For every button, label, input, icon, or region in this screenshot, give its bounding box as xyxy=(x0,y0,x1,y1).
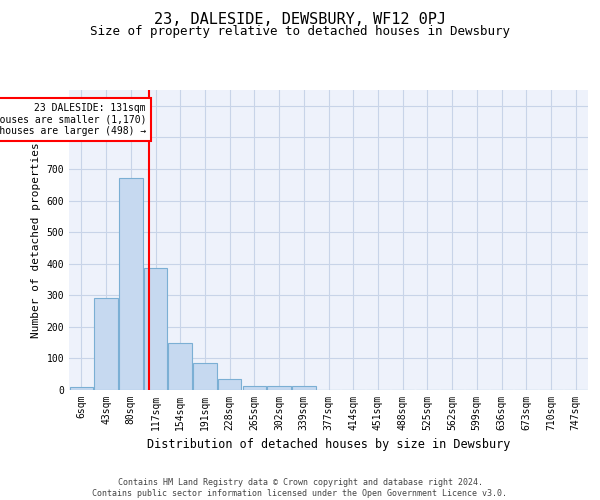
Bar xyxy=(70,388,93,390)
Bar xyxy=(94,298,118,390)
Text: Size of property relative to detached houses in Dewsbury: Size of property relative to detached ho… xyxy=(90,25,510,38)
Bar xyxy=(193,363,217,390)
Bar xyxy=(144,268,167,390)
Bar xyxy=(242,386,266,390)
Bar xyxy=(292,386,316,390)
Bar xyxy=(218,379,241,390)
Bar xyxy=(169,342,192,390)
Text: 23 DALESIDE: 131sqm
← 70% of detached houses are smaller (1,170)
30% of semi-det: 23 DALESIDE: 131sqm ← 70% of detached ho… xyxy=(0,102,146,136)
X-axis label: Distribution of detached houses by size in Dewsbury: Distribution of detached houses by size … xyxy=(147,438,510,452)
Y-axis label: Number of detached properties: Number of detached properties xyxy=(31,142,41,338)
Text: 23, DALESIDE, DEWSBURY, WF12 0PJ: 23, DALESIDE, DEWSBURY, WF12 0PJ xyxy=(154,12,446,28)
Bar xyxy=(119,178,143,390)
Text: Contains HM Land Registry data © Crown copyright and database right 2024.
Contai: Contains HM Land Registry data © Crown c… xyxy=(92,478,508,498)
Bar xyxy=(268,386,291,390)
